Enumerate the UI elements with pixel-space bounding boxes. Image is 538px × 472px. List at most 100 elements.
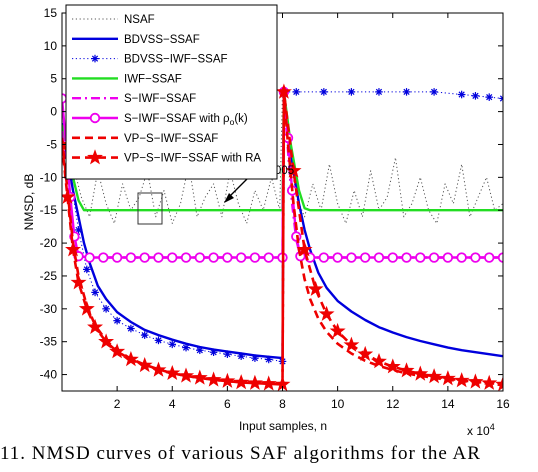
series-point [402,88,411,96]
x-tick-label: 16 [496,397,510,411]
series-point [320,88,328,96]
series-point [125,252,137,263]
series-point [357,345,374,362]
series-layer [62,83,503,391]
series-point [471,92,480,100]
series-point [370,353,387,369]
series-point [347,88,356,96]
series-point [260,375,277,391]
series-point [457,90,466,99]
legend-label: NSAF [124,14,155,26]
series-point [167,252,178,263]
series-point [136,357,153,373]
series-point [412,365,429,381]
series-point [318,305,335,321]
x-multiplier-exponent: 4 [490,422,495,432]
x-tick-label: 12 [386,397,400,411]
series-point [164,364,181,381]
series-point [191,369,208,385]
series-point [499,94,503,103]
series-point [237,352,245,360]
series-point [209,348,218,357]
series-point [65,241,82,257]
series-point [113,316,121,325]
series-point [439,370,456,386]
y-tick-label: -20 [40,236,58,250]
series-point [182,343,190,352]
series-point [178,367,195,383]
y-tick-label: 10 [44,39,58,53]
legend-entry: S−IWF−SSAF with ρo(k) [72,112,248,127]
series-point [98,252,109,263]
legend: NSAF BDVSS−SSAF BDVSS−IWF−SSAF IWF−SSAF S−IW… [65,4,278,180]
legend-entry: NSAF [72,14,155,26]
legend-label: VP−S−IWF−SSAF with RA [124,153,261,165]
series-point [196,346,204,355]
series-point [84,252,95,263]
y-tick-label: -30 [40,302,58,316]
series-point [122,351,139,367]
mu-annotation-arrow [224,175,251,203]
x-axis-label: Input samples, n [239,419,327,433]
series-7 [62,83,503,391]
zoom-box [137,192,163,225]
series-6 [62,90,503,387]
legend-label: S−IWF−SSAF with ρo(k) [124,113,248,127]
series-point [292,88,301,96]
series-point [296,241,313,257]
x-tick-label: 6 [224,397,231,411]
series-point [264,355,273,364]
series-point [263,252,274,263]
series-line [62,91,503,362]
series-point [426,368,443,384]
series-point [223,350,232,358]
series-point [453,372,470,388]
series-point [74,226,83,234]
series-point [153,252,164,263]
y-tick-label: -10 [40,170,58,184]
series-point [428,252,440,263]
series-point [102,305,110,313]
series-point [205,371,222,387]
x-multiplier: x 104 [467,422,495,438]
ticks-layer: 2 4 6 8 10 12 14 16 15 10 5 0 -5 -10 -15 -20 -25 -30 -35 -4… [40,6,510,411]
series-point [233,374,250,390]
series-point [87,318,104,335]
series-point [246,374,263,390]
series-point [249,252,261,263]
legend-label: IWF−SSAF [124,73,182,85]
x-tick-label: 2 [114,397,121,411]
series-point [373,252,385,263]
legend-label: S−IWF−SSAF [124,93,196,105]
legend-entry: BDVSS−IWF−SSAF [72,54,228,66]
series-point [109,343,126,359]
series-point [398,362,415,378]
series-point [485,93,494,101]
series-point [219,372,236,388]
series-point [70,274,87,290]
series-point [83,265,91,274]
series-point [442,252,454,263]
series-point [140,331,149,339]
series-point [78,300,95,316]
series-point [168,340,177,349]
y-tick-label: -15 [40,203,58,217]
legend-entry: VP−S−IWF−SSAF [72,133,218,145]
y-tick-label: 15 [44,6,58,20]
series-point [484,252,495,263]
series-point [91,288,99,297]
series-point [154,336,163,345]
series-point [332,252,343,263]
series-point [387,252,398,263]
series-point [194,252,206,263]
y-tick-label: -25 [40,269,58,283]
legend-label: BDVSS−SSAF [124,34,200,46]
series-point [275,83,292,99]
series-point [127,324,135,333]
series-point [285,162,302,178]
series-point [375,88,383,96]
legend-entry: BDVSS−SSAF [72,34,200,46]
series-point [235,252,247,263]
series-point [346,252,357,263]
